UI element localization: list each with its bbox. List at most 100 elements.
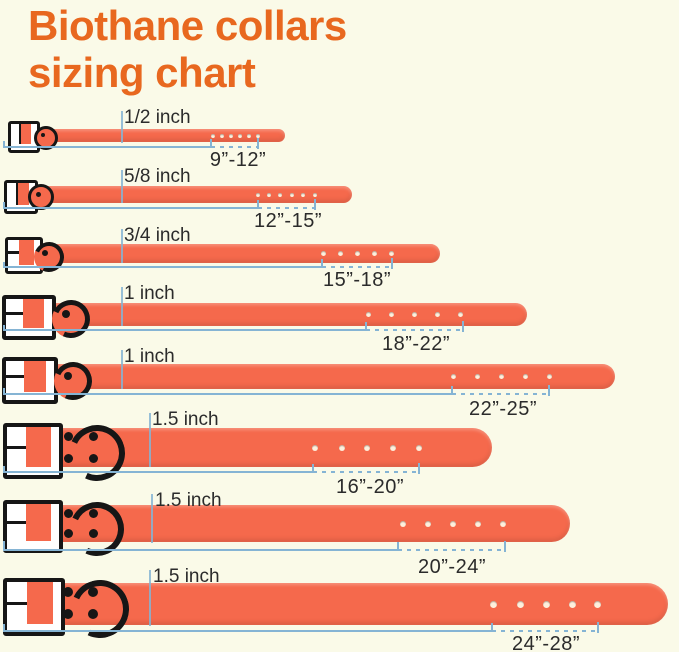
collar-hole: [542, 600, 550, 608]
width-tick-line: [121, 350, 123, 389]
bracket-tick: [491, 623, 493, 632]
collar-hole: [278, 192, 282, 197]
collar-hole: [411, 312, 417, 317]
collar-hole: [474, 374, 480, 379]
buckle-rivet: [63, 587, 73, 597]
collar-hole: [313, 192, 317, 197]
buckle-ring-pin: [42, 250, 48, 256]
buckle-ring-pin: [35, 191, 41, 197]
collar-hole: [457, 312, 463, 317]
collar-hole: [568, 600, 576, 608]
collar-hole: [220, 133, 224, 138]
collar-hole: [371, 251, 377, 256]
buckle-rivet: [88, 431, 98, 441]
bracket-tick: [257, 200, 259, 209]
buckle-strap: [22, 299, 44, 328]
buckle-ring-pin: [41, 133, 45, 137]
width-tick-line: [151, 494, 153, 543]
bracket-dashed-line: [452, 393, 549, 395]
collar-hole: [489, 600, 497, 608]
buckle-strap: [26, 504, 51, 541]
collar-hole: [400, 520, 406, 527]
bracket-tick: [397, 542, 399, 551]
buckle-divider: [16, 183, 18, 205]
size-range-label: 20”-24”: [418, 556, 486, 578]
bracket-tick: [548, 385, 550, 396]
collar-bar: [6, 583, 668, 625]
bracket-dashed-line: [492, 630, 598, 632]
bracket-tick: [391, 258, 393, 269]
collar-hole: [337, 251, 343, 256]
width-tick-line: [121, 287, 123, 326]
collar-hole: [475, 520, 481, 527]
collar-hole: [312, 444, 318, 451]
width-label: 1 inch: [124, 346, 175, 367]
buckle-rivet: [63, 431, 73, 441]
collar-hole: [522, 374, 528, 379]
size-range-label: 16”-20”: [336, 476, 404, 498]
buckle-strap: [23, 361, 46, 392]
collar-hole: [238, 133, 242, 138]
buckle-rivet: [63, 508, 73, 518]
bracket-dashed-line: [313, 471, 419, 473]
bracket-dashed-line: [211, 146, 258, 148]
buckle-strap: [21, 124, 31, 144]
width-label: 3/4 inch: [124, 225, 191, 246]
buckle-rivet: [63, 453, 73, 463]
buckle-rivet: [88, 609, 98, 619]
buckle-strap: [27, 582, 53, 624]
collar-bar: [8, 244, 440, 263]
size-range-label: 12”-15”: [254, 210, 322, 232]
collar-hole: [500, 520, 506, 527]
bracket-tick: [597, 622, 599, 633]
bracket-tick: [257, 138, 259, 149]
collar-hole: [390, 444, 396, 451]
bracket-tick: [3, 541, 5, 551]
width-label: 1 inch: [124, 283, 175, 304]
width-label: 1.5 inch: [153, 566, 220, 587]
buckle-strap: [18, 183, 29, 205]
bracket-tick: [3, 624, 5, 632]
bracket-tick: [365, 322, 367, 331]
bracket-solid-line: [3, 207, 258, 209]
bracket-tick: [462, 321, 464, 332]
buckle-rivet: [63, 528, 73, 538]
bracket-dashed-line: [366, 329, 463, 331]
collar-hole: [593, 600, 601, 608]
collar-hole: [364, 444, 370, 451]
buckle-rivet: [63, 609, 73, 619]
width-label: 5/8 inch: [124, 166, 191, 187]
collar-hole: [354, 251, 360, 256]
size-range-label: 15”-18”: [323, 269, 391, 291]
buckle-strap: [19, 240, 34, 265]
chart-title-line1: Biothane collars: [28, 2, 347, 49]
collar-hole: [256, 133, 260, 138]
bracket-tick: [3, 388, 5, 395]
bracket-solid-line: [3, 471, 313, 473]
bracket-solid-line: [3, 549, 398, 551]
collar-hole: [498, 374, 504, 379]
bracket-tick: [3, 262, 5, 268]
bracket-dashed-line: [398, 549, 505, 551]
buckle-rivet: [88, 587, 98, 597]
collar-bar: [6, 303, 527, 326]
collar-hole: [267, 192, 271, 197]
bracket-solid-line: [3, 146, 211, 148]
collar-bar: [6, 428, 492, 467]
collar-hole: [211, 133, 215, 138]
bracket-dashed-line: [258, 207, 315, 209]
width-label: 1.5 inch: [155, 490, 222, 511]
chart-title-line2: sizing chart: [28, 49, 256, 97]
collar-hole: [450, 520, 456, 527]
buckle-ring-pin: [62, 310, 70, 318]
collar-hole: [425, 520, 431, 527]
bracket-tick: [504, 541, 506, 552]
bracket-tick: [3, 202, 5, 209]
buckle-rivet: [88, 453, 98, 463]
width-tick-line: [121, 229, 123, 263]
size-range-label: 22”-25”: [469, 398, 537, 420]
collar-bar: [8, 186, 352, 203]
collar-hole: [290, 192, 294, 197]
collar-hole: [320, 251, 326, 256]
